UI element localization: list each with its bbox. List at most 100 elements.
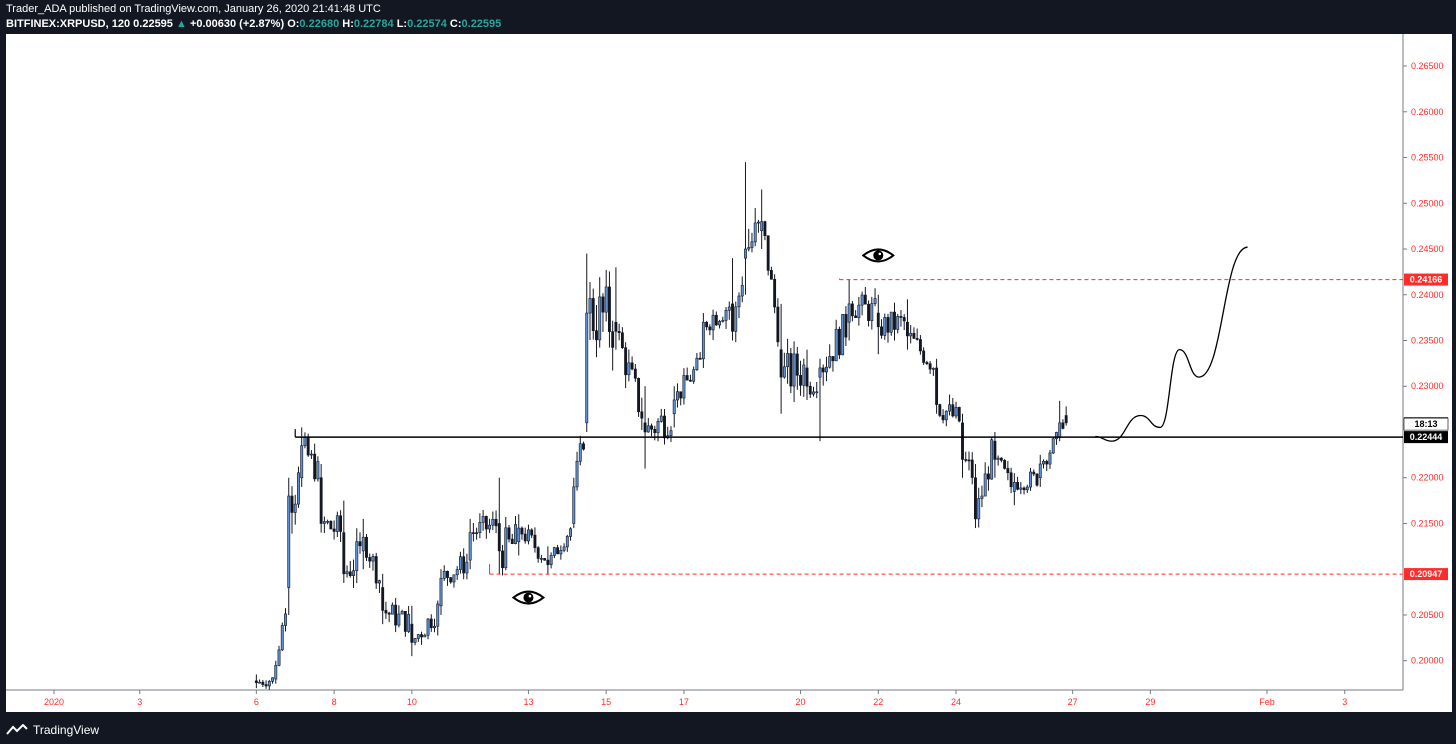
candle-body — [928, 363, 932, 370]
candle-body — [909, 332, 913, 337]
candle-body — [507, 527, 511, 540]
candle-body — [1006, 468, 1010, 474]
candle-body — [397, 613, 401, 626]
price-label: 0.24166 — [1404, 273, 1448, 286]
candle-body — [413, 638, 417, 643]
candle-body — [287, 495, 291, 588]
candle-body — [977, 498, 981, 520]
price-axis[interactable] — [1403, 34, 1452, 690]
y-tick-label: 0.25500 — [1411, 153, 1444, 163]
candle-body — [471, 532, 475, 534]
candle-body — [831, 356, 835, 362]
candle-body — [873, 298, 877, 304]
candle-body — [685, 375, 689, 381]
candle-body — [714, 314, 718, 326]
candle-body — [708, 326, 712, 331]
candle-body — [886, 317, 890, 333]
candle-body — [607, 286, 611, 332]
plot-area[interactable] — [6, 34, 1403, 690]
candle-body — [663, 415, 666, 439]
candle-body — [491, 518, 495, 526]
price-chart[interactable]: 0.20000 0.20500 0.21500 0.22000 0.23000 0.235… — [0, 34, 1456, 716]
candle-body — [792, 353, 796, 387]
candle-body — [734, 306, 738, 332]
candle-body — [688, 379, 692, 382]
candle-body — [261, 681, 265, 685]
candle-body — [303, 437, 307, 447]
candle-body — [387, 612, 391, 615]
candle-body — [488, 524, 492, 530]
candle-body — [1029, 471, 1032, 488]
candle-body — [565, 536, 569, 548]
candle-body — [922, 350, 926, 363]
candle-body — [501, 550, 504, 569]
candle-body — [737, 295, 741, 308]
candle-body — [271, 677, 274, 682]
publisher-line: Trader_ADA published on TradingView.com,… — [6, 3, 381, 15]
candle-body — [815, 391, 819, 394]
close-value: 0.22595 — [461, 18, 502, 30]
candle-body — [773, 278, 777, 308]
candle-body — [284, 613, 287, 626]
candle-body — [504, 527, 508, 569]
candle-body — [646, 425, 650, 433]
svg-text:0.20947: 0.20947 — [1410, 569, 1443, 579]
candle-body — [484, 516, 488, 530]
candle-body — [539, 558, 543, 560]
candle-body — [601, 296, 605, 313]
candle-body — [912, 332, 916, 339]
candle-body — [394, 604, 398, 626]
candle-body — [556, 547, 560, 555]
candle-body — [857, 304, 861, 318]
footer: TradingView — [0, 716, 1456, 744]
candle-body — [766, 235, 770, 271]
candle-body — [799, 375, 802, 386]
candle-body — [986, 473, 990, 480]
candle-body — [883, 317, 887, 336]
candle-body — [643, 422, 647, 433]
candle-body — [322, 521, 326, 524]
candle-body — [744, 248, 747, 259]
candle-body — [967, 459, 971, 462]
candle-body — [983, 473, 987, 497]
candle-body — [1045, 461, 1049, 465]
symbol-line: BITFINEX:XRPUSD, 120 0.22595 ▲ +0.00630 … — [6, 18, 501, 30]
candle-body — [860, 294, 864, 306]
high-value: 0.22784 — [353, 18, 394, 30]
candle-body — [455, 569, 459, 576]
svg-text:0.24166: 0.24166 — [1410, 275, 1443, 285]
candle-body — [543, 558, 547, 561]
svg-text:0.22444: 0.22444 — [1410, 432, 1443, 442]
eye-icon[interactable] — [511, 590, 546, 605]
projection-path[interactable] — [1095, 246, 1248, 442]
candle-body — [536, 547, 540, 559]
candle-body — [941, 415, 945, 421]
change-arrow-icon: ▲ — [175, 18, 187, 30]
candle-body — [614, 321, 618, 332]
candle-body — [763, 221, 767, 236]
candle-body — [559, 550, 563, 555]
candle-body — [795, 353, 799, 376]
candle-body — [760, 221, 764, 232]
candle-body — [624, 347, 628, 376]
candle-body — [345, 571, 349, 575]
candle-body — [468, 532, 472, 561]
price-label: 0.22444 — [1404, 431, 1448, 444]
candle-body — [368, 557, 372, 562]
tradingview-logo[interactable]: TradingView — [6, 723, 99, 737]
candle-body — [990, 439, 994, 480]
x-tick-label: 22 — [873, 697, 883, 707]
candle-body — [640, 411, 644, 419]
candle-body — [961, 422, 964, 460]
y-tick-label: 0.25000 — [1411, 198, 1444, 208]
time-axis[interactable] — [6, 690, 1452, 712]
candle-body — [452, 574, 456, 583]
candle-body — [475, 532, 479, 534]
eye-icon[interactable] — [861, 248, 895, 263]
candle-body — [724, 309, 728, 321]
candle-body — [925, 362, 929, 364]
candle-body — [757, 221, 760, 224]
candle-body — [679, 391, 683, 399]
candle-body — [297, 472, 300, 505]
candle-body — [458, 556, 462, 570]
